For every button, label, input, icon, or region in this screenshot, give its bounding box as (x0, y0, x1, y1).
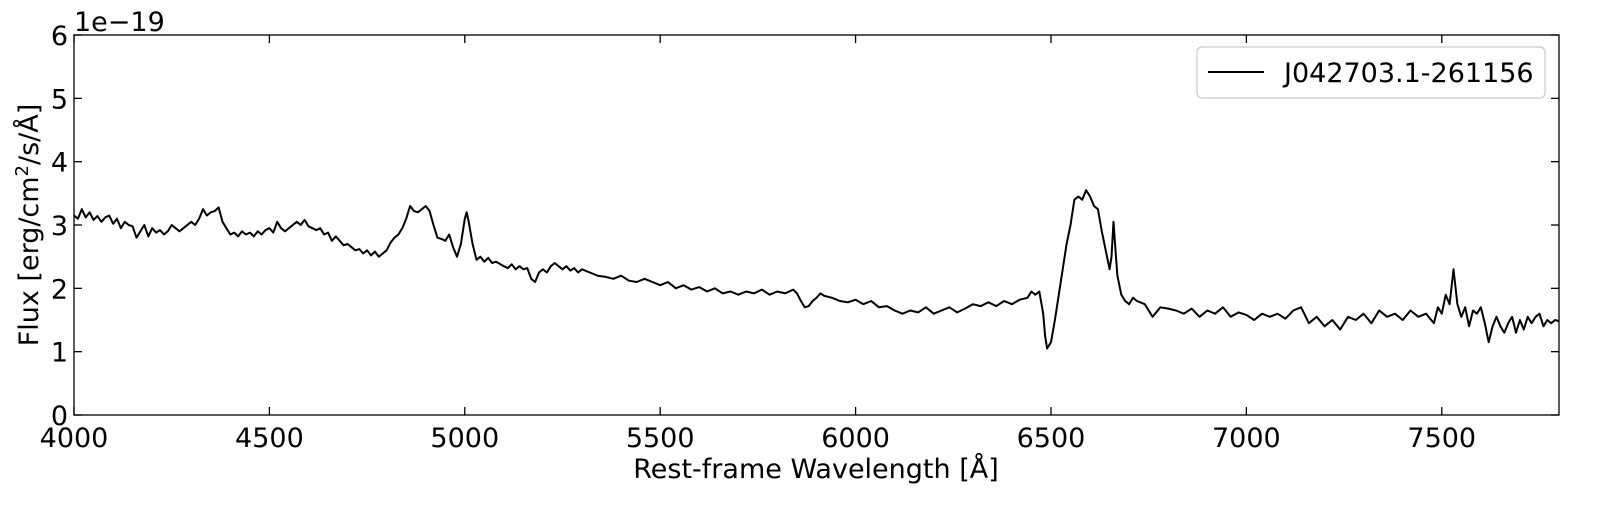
x-tick-label: 6000 (821, 423, 890, 454)
y-offset-text: 1e−19 (74, 7, 165, 38)
plot-frame (73, 34, 1560, 416)
y-axis-label-sup: 2 (12, 165, 33, 176)
y-axis-label: Flux [erg/cm2/s/Å] (12, 104, 45, 347)
series-line (73, 189, 1560, 350)
y-tick-label: 0 (51, 401, 68, 432)
legend-entry-label: J042703.1-261156 (1282, 58, 1534, 89)
x-axis-label: Rest-frame Wavelength [Å] (633, 453, 999, 485)
x-tick-label: 5000 (430, 423, 499, 454)
y-tick-label: 4 (51, 148, 68, 179)
y-axis-label-main: Flux [erg/cm (14, 176, 45, 346)
legend: J042703.1-261156 (1196, 46, 1546, 99)
x-tick-label: 4500 (235, 423, 304, 454)
x-tick-label: 7500 (1407, 423, 1476, 454)
x-tick-label: 6500 (1017, 423, 1086, 454)
y-tick-label: 1 (51, 338, 68, 369)
y-tick-label: 5 (51, 84, 68, 115)
x-tick-label: 5500 (626, 423, 695, 454)
y-ticks: 0 1 2 3 4 5 6 (51, 21, 1559, 432)
y-tick-label: 6 (51, 21, 68, 52)
x-tick-label: 4000 (40, 423, 109, 454)
y-axis-label-tail: /s/Å] (13, 104, 45, 165)
y-tick-label: 3 (51, 211, 68, 242)
legend-box (1196, 46, 1546, 99)
x-tick-label: 7000 (1212, 423, 1281, 454)
x-ticks: 4000 4500 5000 5500 6000 6500 7000 7500 (40, 35, 1476, 454)
y-tick-label: 2 (51, 274, 68, 305)
